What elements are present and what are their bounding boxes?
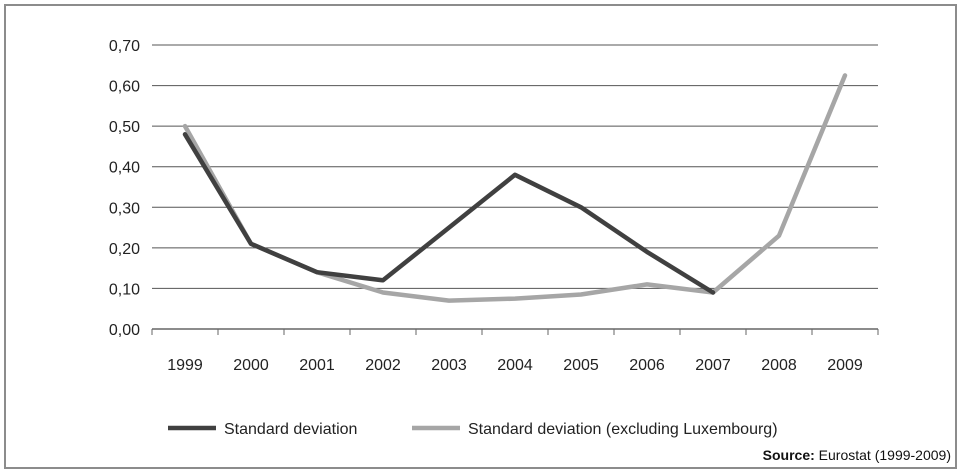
legend-label: Standard deviation (excluding Luxembourg… (468, 421, 778, 438)
legend-label: Standard deviation (224, 421, 357, 438)
x-tick-label: 2001 (299, 357, 335, 374)
gridlines (152, 44, 878, 289)
x-tick-label: 2003 (431, 357, 467, 374)
y-tick-label: 0,70 (109, 38, 140, 55)
x-tick-label: 2006 (629, 357, 665, 374)
source-text: Eurostat (1999-2009) (814, 447, 951, 463)
chart-frame (4, 4, 957, 469)
y-tick-label: 0,00 (109, 322, 140, 339)
y-tick-label: 0,60 (109, 79, 140, 96)
x-tick-label: 2009 (827, 357, 863, 374)
y-tick-label: 0,10 (109, 281, 140, 298)
x-axis-ticks: 1999 2000 2001 2002 2003 2004 2005 2006 2007 2008… (167, 357, 863, 374)
x-tick-label: 2004 (497, 357, 533, 374)
y-tick-label: 0,20 (109, 241, 140, 258)
legend: Standard deviation Standard deviation (ex… (168, 421, 778, 438)
y-tick-label: 0,40 (109, 160, 140, 177)
series-line (182, 132, 716, 295)
source-note: Source: Eurostat (1999-2009) (763, 447, 951, 463)
x-tick-label: 2000 (233, 357, 269, 374)
series-line (182, 73, 848, 303)
x-tick-label: 2002 (365, 357, 401, 374)
x-tick-label: 2007 (695, 357, 731, 374)
y-tick-label: 0,30 (109, 200, 140, 217)
y-tick-label: 0,50 (109, 119, 140, 136)
y-axis-ticks: 0,00 0,10 0,20 0,30 0,40 0,50 0,60 0,70 (109, 38, 140, 339)
x-tick-label: 2005 (563, 357, 599, 374)
source-label: Source: (762, 447, 815, 463)
series-lines (182, 73, 848, 303)
x-tick-label: 1999 (167, 357, 203, 374)
x-axis (151, 328, 879, 335)
x-tick-label: 2008 (761, 357, 797, 374)
